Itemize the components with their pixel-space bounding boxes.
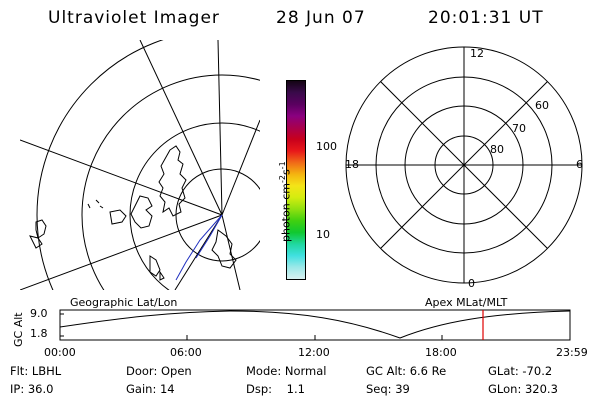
geo-meridian xyxy=(217,40,223,216)
meta-mode-value: Normal xyxy=(284,364,327,378)
timeline-tick-label: 18:00 xyxy=(425,346,457,359)
unit-photon: photon cm xyxy=(279,183,293,242)
meta-dsp-label: Dsp: xyxy=(246,382,273,396)
meta-door-label: Door: xyxy=(126,364,158,378)
observation-date: 28 Jun 07 xyxy=(276,8,366,28)
mlt-line-diagonal xyxy=(380,81,548,249)
mlat-label-70: 70 xyxy=(512,122,526,135)
footprint-track xyxy=(195,214,223,259)
meta-ip-value: 36.0 xyxy=(27,382,54,396)
geographic-map xyxy=(20,40,260,290)
meta-gcalt: GC Alt: 6.6 Re xyxy=(366,364,446,378)
timeline-tick-label: 23:59 xyxy=(556,346,588,359)
timeline-ymin: 1.8 xyxy=(30,327,48,340)
colorbar-tick-100: 100 xyxy=(316,140,337,153)
meta-glat: GLat: -70.2 xyxy=(488,364,552,378)
geo-lat-circle xyxy=(81,74,260,290)
unit-s: s xyxy=(279,169,293,176)
geo-meridian xyxy=(20,214,223,290)
meta-seq-value: 39 xyxy=(395,382,410,396)
geo-meridian xyxy=(221,214,241,290)
meta-gain-value: 14 xyxy=(159,382,175,396)
meta-ip-label: IP: xyxy=(10,382,25,396)
meta-gain-label: Gain: xyxy=(126,382,157,396)
apex-polar-grid xyxy=(345,46,583,284)
instrument-title: Ultraviolet Imager xyxy=(48,8,220,28)
geo-meridian xyxy=(20,139,223,216)
mlt-label-0: 0 xyxy=(468,277,475,290)
meta-filter-value: LBHL xyxy=(31,364,62,378)
altitude-timeline xyxy=(59,309,571,341)
meta-gcalt-value: 6.6 Re xyxy=(409,364,447,378)
coastline xyxy=(211,229,237,269)
coastline xyxy=(109,209,127,225)
meta-dsp-value: 1.1 xyxy=(286,382,305,396)
meta-seq-label: Seq: xyxy=(366,382,392,396)
timeline-tick-label: 12:00 xyxy=(298,346,330,359)
coastline xyxy=(87,199,104,209)
coastline xyxy=(29,219,47,249)
mlat-label-80: 80 xyxy=(490,143,504,156)
apex-label: Apex MLat/MLT xyxy=(425,296,508,309)
colorbar-tick-10: 10 xyxy=(316,228,330,241)
meta-seq: Seq: 39 xyxy=(366,382,410,396)
timeline-ticks xyxy=(59,313,571,340)
meta-mode: Mode: Normal xyxy=(246,364,326,378)
observation-time: 20:01:31 UT xyxy=(428,8,544,28)
colorbar-unit-label: photon cm-2s-1 xyxy=(278,161,293,242)
timeline-ylabel: GC Alt xyxy=(12,312,25,347)
meta-mode-label: Mode: xyxy=(246,364,282,378)
timeline-tick-label: 06:00 xyxy=(170,346,202,359)
mlt-label-6: 6 xyxy=(576,158,583,171)
unit-exp-cm: -2 xyxy=(278,175,287,184)
geo-lat-circle xyxy=(129,122,260,290)
meta-glon-value: 320.3 xyxy=(524,382,558,396)
coastline xyxy=(149,255,165,281)
unit-exp-s: -1 xyxy=(278,161,287,170)
geo-lat-circle xyxy=(36,40,164,290)
meta-ip: IP: 36.0 xyxy=(10,382,53,396)
meta-gcalt-label: GC Alt: xyxy=(366,364,407,378)
coastline xyxy=(130,195,153,229)
meta-filter: Flt: LBHL xyxy=(10,364,61,378)
meta-door-value: Open xyxy=(160,364,192,378)
geo-meridian xyxy=(174,214,223,290)
meta-glat-value: -70.2 xyxy=(522,364,553,378)
mlt-label-12: 12 xyxy=(470,47,484,60)
coastline xyxy=(158,145,187,217)
mlt-label-18: 18 xyxy=(345,158,359,171)
meta-gain: Gain: 14 xyxy=(126,382,175,396)
meta-filter-label: Flt: xyxy=(10,364,29,378)
altitude-curve xyxy=(59,310,571,339)
meta-door: Door: Open xyxy=(126,364,192,378)
meta-glon-label: GLon: xyxy=(488,382,522,396)
meta-glon: GLon: 320.3 xyxy=(488,382,558,396)
footprint-track xyxy=(175,214,223,281)
geo-meridian xyxy=(221,119,260,216)
mlat-label-60: 60 xyxy=(535,99,549,112)
geo-meridian xyxy=(139,40,223,216)
meta-dsp: Dsp: 1.1 xyxy=(246,382,305,396)
meta-glat-label: GLat: xyxy=(488,364,519,378)
timeline-tick-label: 00:00 xyxy=(44,346,76,359)
geographic-label: Geographic Lat/Lon xyxy=(70,296,178,309)
timeline-ymax: 9.0 xyxy=(30,307,48,320)
intensity-colorbar xyxy=(286,80,306,280)
